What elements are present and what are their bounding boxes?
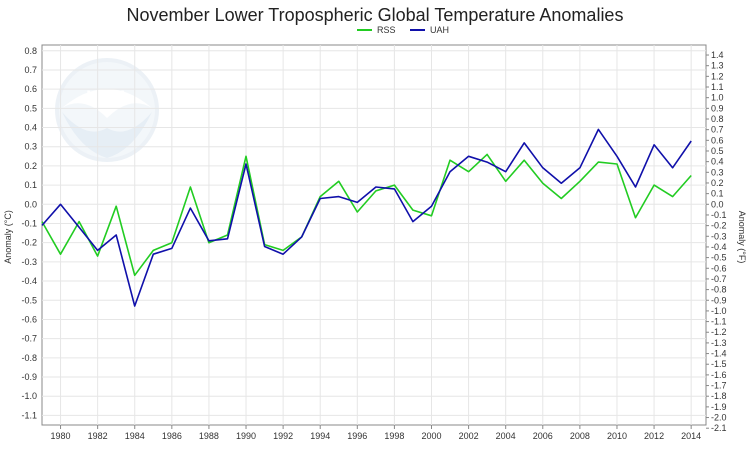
y-tick-label-right: -1.5 [711,359,727,369]
y-tick-label-right: 0.1 [711,189,724,199]
y-tick-label-right: 0.0 [711,199,724,209]
y-tick-label-left: -1.0 [21,391,37,401]
y-tick-label-right: -0.1 [711,210,727,220]
y-tick-label-left: 0.6 [24,84,37,94]
x-tick-label: 1986 [162,431,182,441]
svg-text:NOAA: NOAA [86,87,127,103]
y-tick-label-right: -2.1 [711,423,727,433]
y-tick-label-left: 0.4 [24,123,37,133]
y-tick-label-right: 1.0 [711,93,724,103]
x-tick-label: 2006 [533,431,553,441]
x-tick-label: 2000 [421,431,441,441]
y-tick-label-right: -1.4 [711,349,727,359]
grid-layer [41,44,707,426]
y-axis-label-right: Anomaly (°F) [737,211,747,264]
x-tick-label: 1996 [347,431,367,441]
series-line-uah [41,128,692,307]
y-tick-label-left: -0.9 [21,372,37,382]
x-tick-label: 1980 [51,431,71,441]
y-tick-label-left: -0.2 [21,238,37,248]
y-tick-label-left: 0.1 [24,180,37,190]
x-tick-label: 1988 [199,431,219,441]
y-tick-label-left: -0.6 [21,314,37,324]
legend-uah-label: UAH [430,25,449,35]
y-tick-label-right: -1.0 [711,306,727,316]
y-tick-label-right: -2.0 [711,413,727,423]
y-tick-label-right: 0.7 [711,125,724,135]
y-tick-label-right: 0.6 [711,135,724,145]
y-tick-label-right: 0.5 [711,146,724,156]
x-tick-label: 1990 [236,431,256,441]
y-tick-label-right: -0.2 [711,221,727,231]
y-tick-label-left: 0.8 [24,46,37,56]
axes-layer: 0.80.70.60.50.40.30.20.10.0-0.1-0.2-0.3-… [21,46,726,441]
x-tick-label: 2004 [496,431,516,441]
y-tick-label-right: 0.4 [711,157,724,167]
x-tick-label: 1984 [125,431,145,441]
y-tick-label-left: -0.4 [21,276,37,286]
chart-title: November Lower Tropospheric Global Tempe… [126,5,624,25]
y-tick-label-right: 0.9 [711,103,724,113]
y-tick-label-left: 0.2 [24,161,37,171]
y-tick-label-right: 0.3 [711,167,724,177]
y-tick-label-right: 1.2 [711,71,724,81]
y-tick-label-left: -0.1 [21,218,37,228]
series-layer [41,128,692,307]
y-tick-label-left: -0.8 [21,353,37,363]
y-tick-label-right: 1.3 [711,61,724,71]
y-tick-label-left: -0.5 [21,295,37,305]
y-tick-label-right: -1.7 [711,381,727,391]
y-tick-label-right: -1.3 [711,338,727,348]
y-tick-label-right: -0.4 [711,242,727,252]
y-tick-label-left: -0.3 [21,257,37,267]
x-tick-label: 2008 [570,431,590,441]
y-tick-label-right: -0.5 [711,253,727,263]
y-tick-label-right: -0.6 [711,263,727,273]
y-tick-label-right: 1.4 [711,50,724,60]
y-tick-label-right: -0.8 [711,285,727,295]
y-tick-label-right: -1.2 [711,327,727,337]
y-tick-label-right: 0.2 [711,178,724,188]
x-tick-label: 1992 [273,431,293,441]
y-axis-label-left: Anomaly (°C) [3,210,13,264]
y-tick-label-left: -0.7 [21,334,37,344]
y-tick-label-left: 0.3 [24,142,37,152]
y-tick-label-right: 1.1 [711,82,724,92]
y-tick-label-right: -1.9 [711,402,727,412]
y-tick-label-left: 0.5 [24,103,37,113]
y-tick-label-right: -0.7 [711,274,727,284]
x-tick-label: 1994 [310,431,330,441]
plot-frame [41,44,707,426]
noaa-logo-watermark: NOAA [55,58,159,162]
y-tick-label-right: -1.1 [711,317,727,327]
legend: RSS UAH [357,25,449,35]
x-tick-label: 2012 [644,431,664,441]
y-tick-label-right: -1.8 [711,391,727,401]
x-tick-label: 2014 [681,431,701,441]
x-tick-label: 1982 [88,431,108,441]
y-tick-label-right: -1.6 [711,370,727,380]
y-tick-label-right: -0.3 [711,231,727,241]
x-tick-label: 2002 [459,431,479,441]
x-tick-label: 2010 [607,431,627,441]
x-tick-label: 1998 [384,431,404,441]
y-tick-label-left: 0.0 [24,199,37,209]
y-tick-label-right: 0.8 [711,114,724,124]
series-line-rss [41,153,692,277]
y-tick-label-left: 0.7 [24,65,37,75]
y-tick-label-left: -1.1 [21,410,37,420]
legend-rss-label: RSS [377,25,396,35]
y-tick-label-right: -0.9 [711,295,727,305]
